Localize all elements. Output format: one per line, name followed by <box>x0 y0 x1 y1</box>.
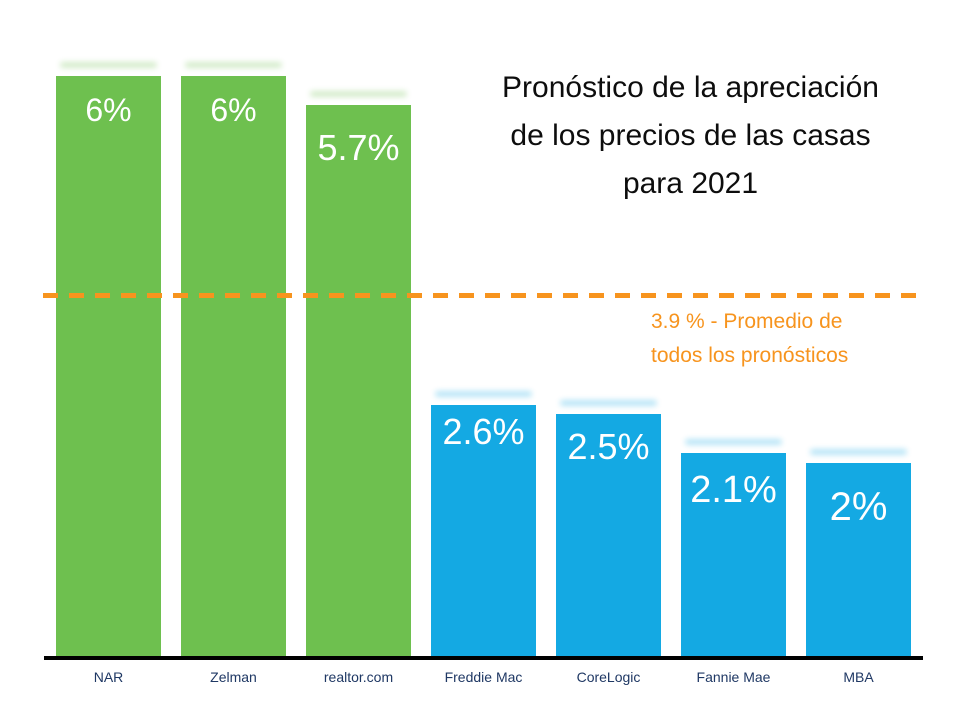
bar-value-label: 2.6% <box>442 411 525 452</box>
x-tick-label-Fannie Mae: Fannie Mae <box>696 669 771 685</box>
x-tick-label-Zelman: Zelman <box>210 669 257 685</box>
bar-realtor.com: 5.7% <box>306 105 411 656</box>
chart-title-line: para 2021 <box>622 167 759 200</box>
average-annotation: 3.9 % - Promedio de todos los pronóstico… <box>651 305 951 373</box>
chart-title: Pronóstico de la apreciación de los prec… <box>438 64 943 208</box>
x-axis-line <box>44 656 923 660</box>
bar-MBA: 2% <box>806 463 911 656</box>
bar-value-label: 5.7% <box>317 127 400 168</box>
average-annotation-line: todos los pronósticos <box>651 344 849 367</box>
bar-Zelman: 6% <box>181 76 286 656</box>
x-tick-label-Freddie Mac: Freddie Mac <box>444 669 523 685</box>
x-tick-label-realtor.com: realtor.com <box>323 669 394 685</box>
average-annotation-line: 3.9 % - Promedio de <box>651 310 843 333</box>
bar-value-label: 2% <box>829 485 888 529</box>
chart-title-line: Pronóstico de la apreciación <box>502 71 879 104</box>
bar-CoreLogic: 2.5% <box>556 414 661 656</box>
bar-value-label: 6% <box>210 92 257 128</box>
x-tick-label-MBA: MBA <box>843 669 874 685</box>
x-tick-label-CoreLogic: CoreLogic <box>576 669 641 685</box>
bar-value-label: 6% <box>85 92 132 128</box>
chart-title-line: de los precios de las casas <box>510 119 871 152</box>
bar-value-label: 2.5% <box>567 426 650 467</box>
x-tick-label-NAR: NAR <box>93 669 124 685</box>
bar-value-label: 2.1% <box>690 469 777 511</box>
average-dashed-line <box>43 293 924 298</box>
bar-Freddie Mac: 2.6% <box>431 405 536 656</box>
bar-NAR: 6% <box>56 76 161 656</box>
bar-Fannie Mae: 2.1% <box>681 453 786 656</box>
